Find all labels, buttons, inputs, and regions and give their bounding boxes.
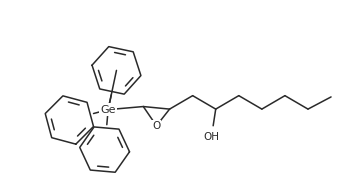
Text: Ge: Ge <box>100 105 116 115</box>
Text: OH: OH <box>203 132 220 141</box>
Text: O: O <box>152 121 161 131</box>
